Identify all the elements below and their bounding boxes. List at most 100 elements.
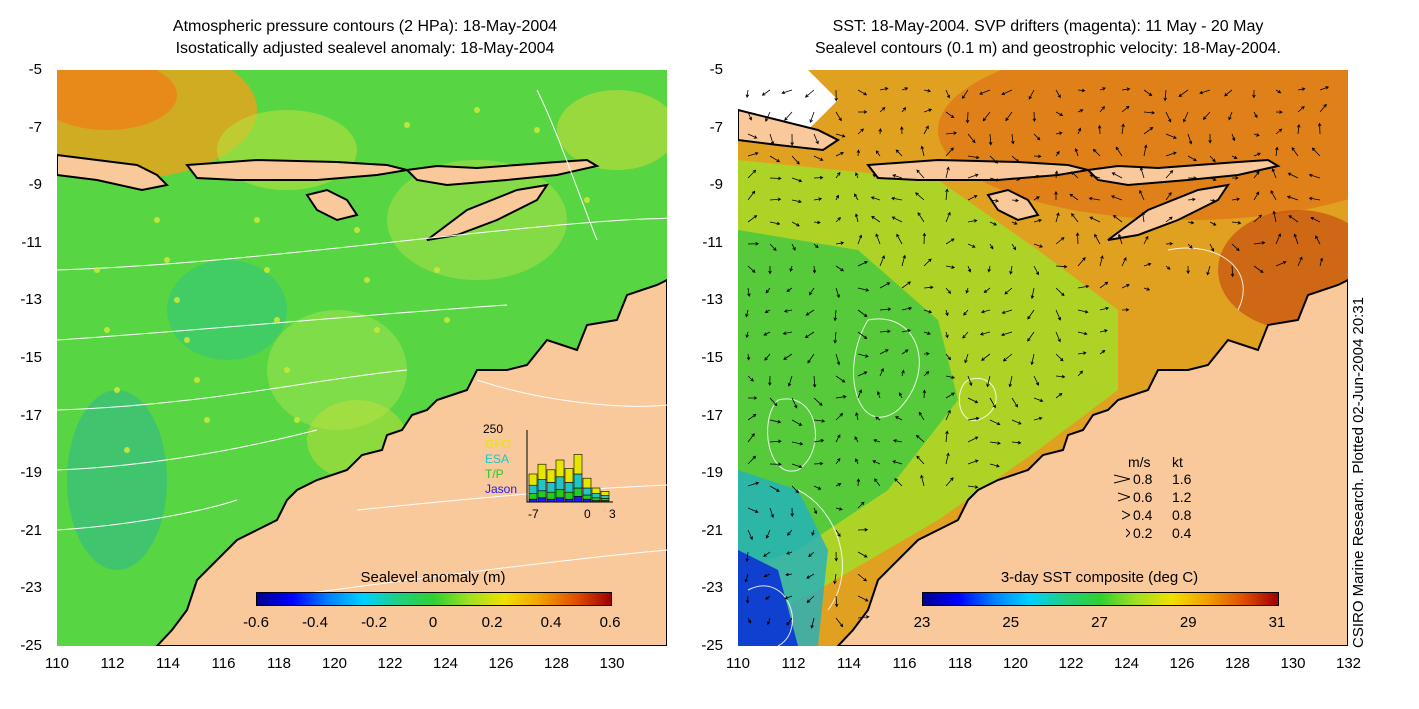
velocity-arrow <box>769 485 780 492</box>
left-map-svg <box>57 70 667 646</box>
velocity-arrow <box>812 375 817 388</box>
velocity-arrow <box>923 285 934 290</box>
left-title-line2: Isostatically adjusted sealevel anomaly:… <box>175 40 555 57</box>
velocity-arrow <box>1001 89 1013 96</box>
velocity-arrow <box>967 219 978 223</box>
velocity-arrow <box>769 221 781 226</box>
velocity-arrow <box>1011 198 1019 203</box>
velocity-arrow <box>1315 235 1321 245</box>
velocity-arrow <box>765 111 771 122</box>
inset-xtick-0: -7 <box>528 507 539 521</box>
histogram-bar <box>528 493 538 500</box>
velocity-arrow <box>967 375 973 387</box>
velocity-arrow <box>856 478 861 487</box>
velocity-arrow <box>857 234 863 245</box>
right-ytick: -17 <box>701 406 723 424</box>
velocity-arrow <box>945 409 951 421</box>
velocity-arrow <box>1033 175 1040 179</box>
histogram-bar <box>600 495 610 499</box>
velocity-arrow <box>769 462 782 467</box>
velocity-arrow <box>901 87 909 91</box>
velocity-arrow <box>875 150 881 157</box>
velocity-arrow <box>764 353 771 361</box>
velocity-arrow <box>1094 233 1101 245</box>
velocity-arrow <box>879 329 891 334</box>
velocity-arrow <box>875 233 881 245</box>
velocity-arrow <box>1001 309 1013 314</box>
velocity-arrow <box>745 595 750 604</box>
velocity-arrow <box>1253 241 1266 245</box>
velocity-arrow <box>967 436 979 443</box>
velocity-arrow <box>987 265 991 273</box>
velocity-arrow <box>872 460 881 465</box>
velocity-arrow <box>768 265 772 275</box>
velocity-arrow <box>922 389 927 399</box>
velocity-arrow <box>1270 190 1277 201</box>
velocity-arrow <box>1209 243 1215 252</box>
velocity-arrow <box>879 368 884 377</box>
inset-xtick-1: 0 <box>584 507 591 521</box>
velocity-arrow <box>892 460 903 465</box>
velocity-arrow <box>1055 237 1065 245</box>
velocity-arrow <box>1099 87 1106 91</box>
velocity-arrow <box>1033 375 1040 386</box>
velocity-arrow <box>879 106 886 113</box>
velocity-arrow <box>783 309 793 313</box>
velocity-ms-value: 0.2 <box>1133 525 1153 541</box>
velocity-arrow <box>874 478 881 487</box>
velocity-arrow <box>967 195 978 201</box>
velocity-arrow <box>1297 106 1305 113</box>
velocity-ms-value: 0.6 <box>1133 489 1153 505</box>
velocity-arrow <box>989 419 1001 426</box>
velocity-kt-value: 1.2 <box>1172 489 1192 505</box>
velocity-arrow <box>1143 144 1148 157</box>
velocity-arrow <box>1099 255 1104 267</box>
velocity-arrow <box>747 481 760 487</box>
velocity-arrow <box>879 349 889 355</box>
velocity-arrow <box>1163 89 1168 102</box>
inset-top-value: 250 <box>483 422 504 436</box>
velocity-arrow <box>1055 331 1061 343</box>
velocity-arrow <box>747 169 757 179</box>
right-xtick: 132 <box>1335 655 1362 672</box>
velocity-arrow <box>1253 152 1261 157</box>
velocity-arrow <box>923 331 931 335</box>
velocity-arrow <box>744 573 749 583</box>
velocity-arrow <box>945 265 956 269</box>
right-colorbar-tick: 29 <box>1179 614 1197 631</box>
velocity-arrow <box>1055 131 1063 135</box>
right-xtick: 120 <box>1002 655 1029 672</box>
velocity-arrow <box>789 265 793 272</box>
right-ytick: -13 <box>701 291 723 309</box>
velocity-arrow <box>870 196 881 201</box>
velocity-arrow <box>1287 172 1299 179</box>
velocity-arrow <box>879 282 891 289</box>
velocity-arrow <box>920 145 925 157</box>
left-colorbar-tick: -0.6 <box>243 614 269 631</box>
histogram-bar <box>573 473 583 489</box>
velocity-arrow <box>1228 111 1233 121</box>
velocity-arrow <box>923 108 933 113</box>
velocity-arrow <box>745 89 750 99</box>
velocity-arrow <box>1033 196 1040 201</box>
velocity-arrow <box>1011 397 1018 408</box>
left-colorbar-tick: 0 <box>428 614 438 631</box>
histogram-bar <box>573 487 583 497</box>
left-colorbar-tick: -0.4 <box>302 614 328 631</box>
velocity-arrow <box>1275 146 1279 157</box>
velocity-arrow <box>923 125 929 135</box>
right-xtick: 124 <box>1113 655 1140 672</box>
histogram-bar <box>555 497 565 503</box>
velocity-arrow <box>1009 265 1013 275</box>
right-colorbar <box>922 592 1279 606</box>
velocity-arrow <box>922 232 927 245</box>
velocity-arrow <box>1209 221 1217 226</box>
velocity-arrow <box>986 375 991 388</box>
velocity-arrow <box>1143 127 1154 135</box>
velocity-arrow <box>747 375 754 382</box>
left-ytick: -25 <box>20 637 42 654</box>
velocity-arrow <box>967 416 980 421</box>
velocity-arrow <box>791 221 800 227</box>
velocity-arrow <box>791 199 802 204</box>
